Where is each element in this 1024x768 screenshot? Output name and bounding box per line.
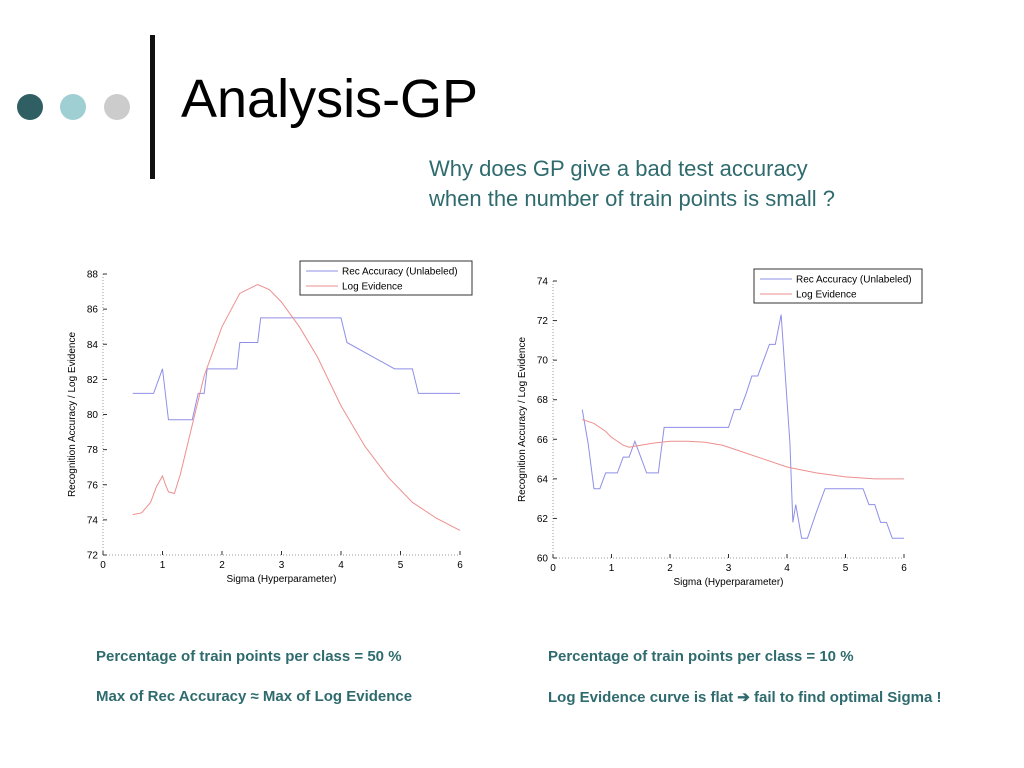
x-tick-label: 3	[726, 563, 732, 574]
x-tick-label: 0	[550, 563, 556, 574]
left-caption-train-points: Percentage of train points per class = 5…	[96, 648, 402, 665]
y-axis-label: Recognition Accuracy / Log Evidence	[517, 337, 528, 503]
y-tick-label: 80	[87, 410, 99, 421]
legend-label: Log Evidence	[342, 282, 403, 293]
y-tick-label: 68	[537, 395, 549, 406]
legend-label: Log Evidence	[796, 290, 857, 301]
y-tick-label: 86	[87, 305, 99, 316]
x-tick-label: 3	[279, 560, 285, 571]
x-tick-label: 5	[398, 560, 404, 571]
legend-box	[299, 260, 473, 296]
subtitle-line-1: Why does GP give a bad test accuracy	[429, 156, 808, 181]
y-tick-label: 74	[537, 277, 549, 288]
legend-label: Rec Accuracy (Unlabeled)	[342, 267, 458, 278]
y-tick-label: 84	[87, 340, 99, 351]
x-tick-label: 1	[609, 563, 615, 574]
x-tick-label: 2	[219, 560, 225, 571]
y-tick-label: 88	[87, 270, 99, 281]
x-tick-label: 6	[457, 560, 463, 571]
x-tick-label: 2	[667, 563, 673, 574]
x-axis-label: Sigma (Hyperparameter)	[226, 574, 336, 585]
y-tick-label: 72	[537, 316, 549, 327]
series-line-log-evidence	[582, 419, 904, 480]
decorative-dot-dark	[17, 94, 43, 120]
x-tick-label: 5	[843, 563, 849, 574]
legend-label: Rec Accuracy (Unlabeled)	[796, 275, 912, 286]
x-tick-label: 6	[901, 563, 907, 574]
decorative-dot-light	[60, 94, 86, 120]
right-caption-text-2: fail to find optimal Sigma !	[749, 689, 942, 706]
y-tick-label: 74	[87, 515, 99, 526]
legend: Rec Accuracy (Unlabeled) Log Evidence	[753, 268, 923, 304]
slide-subtitle: Why does GP give a bad test accuracy whe…	[429, 154, 949, 214]
y-tick-label: 60	[537, 554, 549, 565]
y-tick-label: 66	[537, 435, 549, 446]
right-caption-text-1: Log Evidence curve is flat	[548, 689, 738, 706]
series-line-rec-accuracy	[581, 314, 904, 539]
chart-left: 72 74 76 78 80 82 84 86 88 0 1 2 3 4 5 6 Sigma (Hyperpar…	[67, 260, 473, 585]
subtitle-line-2: when the number of train points is small…	[429, 186, 835, 211]
y-axis-label: Recognition Accuracy / Log Evidence	[67, 332, 78, 498]
series-line-rec-accuracy	[132, 317, 460, 421]
right-caption-flat-curve: Log Evidence curve is flat ➔ fail to fin…	[548, 688, 941, 706]
y-tick-label: 72	[87, 551, 99, 562]
x-tick-label: 4	[338, 560, 344, 571]
y-tick-label: 70	[537, 356, 549, 367]
x-tick-label: 0	[100, 560, 106, 571]
title-divider	[150, 35, 155, 179]
chart-right: 60 62 64 66 68 70 72 74 0 1 2 3 4 5 6 Sigma (Hyperparam…	[517, 268, 923, 588]
x-tick-label: 4	[784, 563, 790, 574]
legend-box	[753, 268, 923, 304]
right-caption-train-points: Percentage of train points per class = 1…	[548, 648, 854, 665]
y-tick-label: 62	[537, 514, 549, 525]
series-line-log-evidence	[132, 283, 461, 531]
legend: Rec Accuracy (Unlabeled) Log Evidence	[299, 260, 473, 296]
left-caption-max-comparison: Max of Rec Accuracy ≈ Max of Log Evidenc…	[96, 688, 413, 705]
arrow-right-icon: ➔	[737, 689, 750, 706]
y-tick-label: 64	[537, 474, 549, 485]
y-tick-label: 76	[87, 480, 99, 491]
x-tick-label: 1	[160, 560, 166, 571]
y-tick-label: 82	[87, 375, 99, 386]
slide-title: Analysis-GP	[181, 69, 479, 129]
x-axis-label: Sigma (Hyperparameter)	[673, 577, 783, 588]
decorative-dot-gray	[104, 94, 130, 120]
y-tick-label: 78	[87, 445, 99, 456]
